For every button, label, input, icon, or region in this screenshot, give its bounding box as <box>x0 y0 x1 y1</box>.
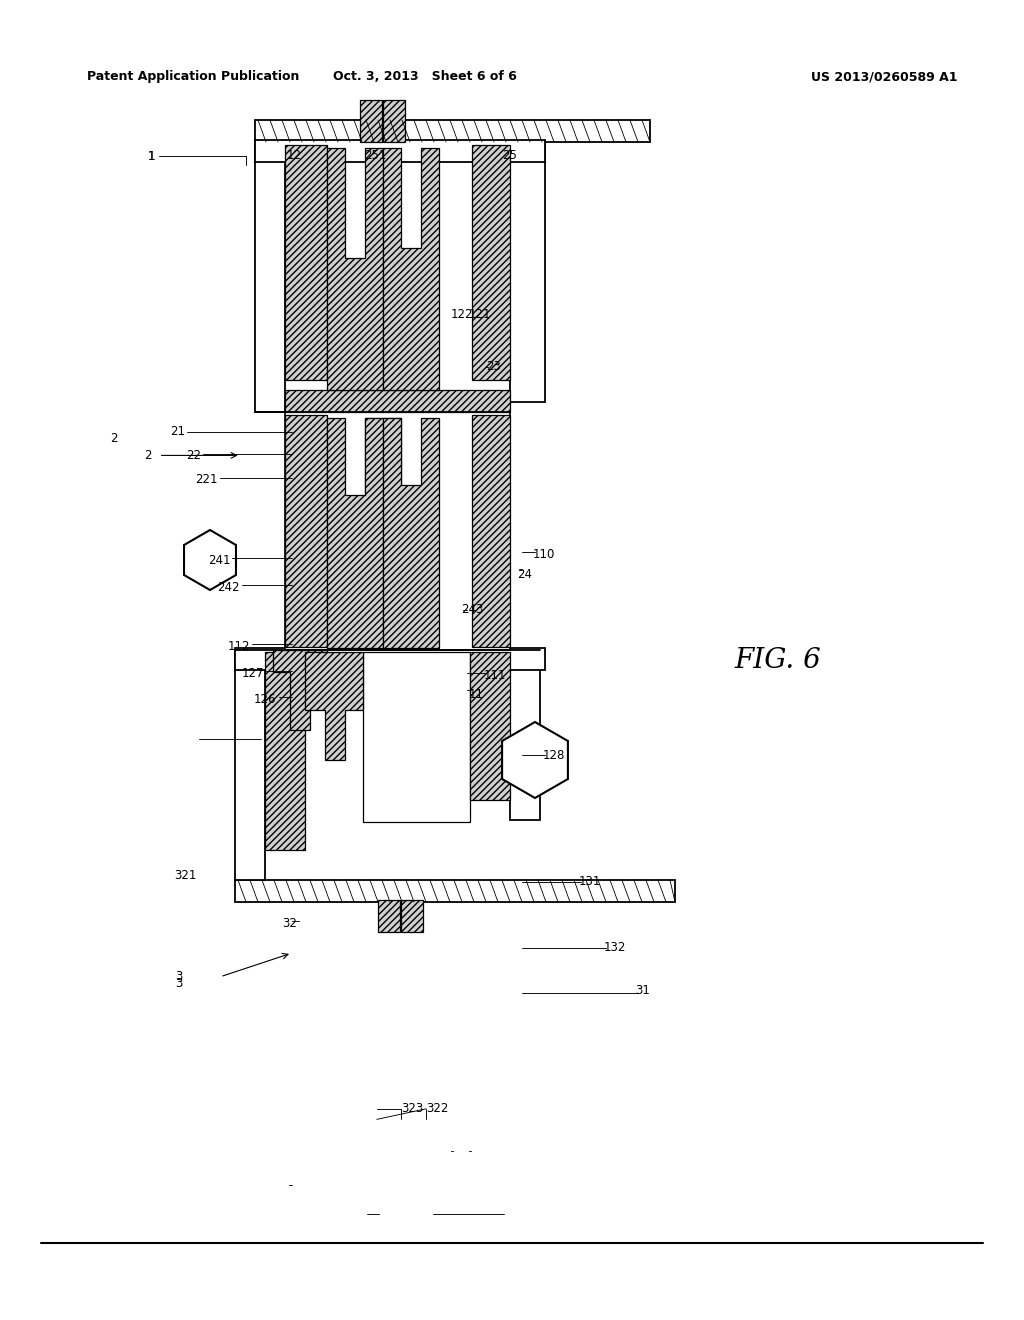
Text: 1: 1 <box>148 150 156 162</box>
Text: 110: 110 <box>532 548 555 561</box>
Text: 251: 251 <box>365 149 387 162</box>
Text: 24: 24 <box>517 568 532 581</box>
Text: 22: 22 <box>185 449 201 462</box>
Text: 3: 3 <box>175 977 182 990</box>
Text: 2: 2 <box>144 449 152 462</box>
Bar <box>362 652 470 822</box>
Polygon shape <box>327 148 383 389</box>
Text: 25: 25 <box>502 149 517 162</box>
Bar <box>255 143 285 412</box>
Bar <box>234 880 675 902</box>
Bar <box>360 100 382 143</box>
Bar <box>472 414 510 647</box>
Bar <box>234 648 545 671</box>
Text: 323: 323 <box>401 1102 424 1115</box>
Text: 23: 23 <box>486 360 502 374</box>
Bar <box>470 652 510 800</box>
Bar <box>285 389 510 412</box>
Text: 11: 11 <box>469 688 484 701</box>
Bar <box>510 649 540 820</box>
Bar <box>285 414 327 647</box>
Text: FIG. 6: FIG. 6 <box>735 647 821 673</box>
Polygon shape <box>273 649 327 730</box>
Bar <box>255 140 545 162</box>
Text: 32: 32 <box>282 917 297 931</box>
Text: Patent Application Publication: Patent Application Publication <box>87 70 299 83</box>
Bar <box>255 120 650 143</box>
Polygon shape <box>383 418 439 648</box>
Bar <box>265 652 305 850</box>
Bar <box>285 145 327 380</box>
Text: 21: 21 <box>170 425 185 438</box>
Bar <box>365 418 401 648</box>
Bar <box>383 100 406 143</box>
Text: 132: 132 <box>604 941 627 954</box>
Text: 241: 241 <box>208 554 230 568</box>
Text: 2: 2 <box>111 432 118 445</box>
Text: US 2013/0260589 A1: US 2013/0260589 A1 <box>811 70 957 83</box>
Text: 321: 321 <box>174 869 197 882</box>
Polygon shape <box>184 531 236 590</box>
Bar <box>472 145 510 380</box>
Text: 31: 31 <box>635 983 650 997</box>
Text: 128: 128 <box>543 748 565 762</box>
Text: 112: 112 <box>227 640 250 653</box>
Bar <box>234 649 265 880</box>
Text: 121: 121 <box>469 308 492 321</box>
Text: Oct. 3, 2013   Sheet 6 of 6: Oct. 3, 2013 Sheet 6 of 6 <box>333 70 517 83</box>
Text: 243: 243 <box>461 603 483 616</box>
Bar <box>401 900 423 932</box>
Text: 1: 1 <box>148 150 156 162</box>
Text: 12: 12 <box>287 149 302 162</box>
Polygon shape <box>327 418 383 648</box>
Polygon shape <box>383 148 439 389</box>
Text: 322: 322 <box>426 1102 449 1115</box>
Bar <box>378 900 400 932</box>
Bar <box>510 143 545 403</box>
Text: 131: 131 <box>579 875 601 888</box>
Bar <box>285 412 510 649</box>
Polygon shape <box>305 652 362 760</box>
Text: 242: 242 <box>217 581 240 594</box>
Text: 126: 126 <box>254 693 276 706</box>
Text: 127: 127 <box>242 667 264 680</box>
Text: 221: 221 <box>196 473 218 486</box>
Text: 3: 3 <box>175 970 182 983</box>
Text: 111: 111 <box>483 669 506 682</box>
Text: 122: 122 <box>451 308 473 321</box>
Polygon shape <box>502 722 568 799</box>
